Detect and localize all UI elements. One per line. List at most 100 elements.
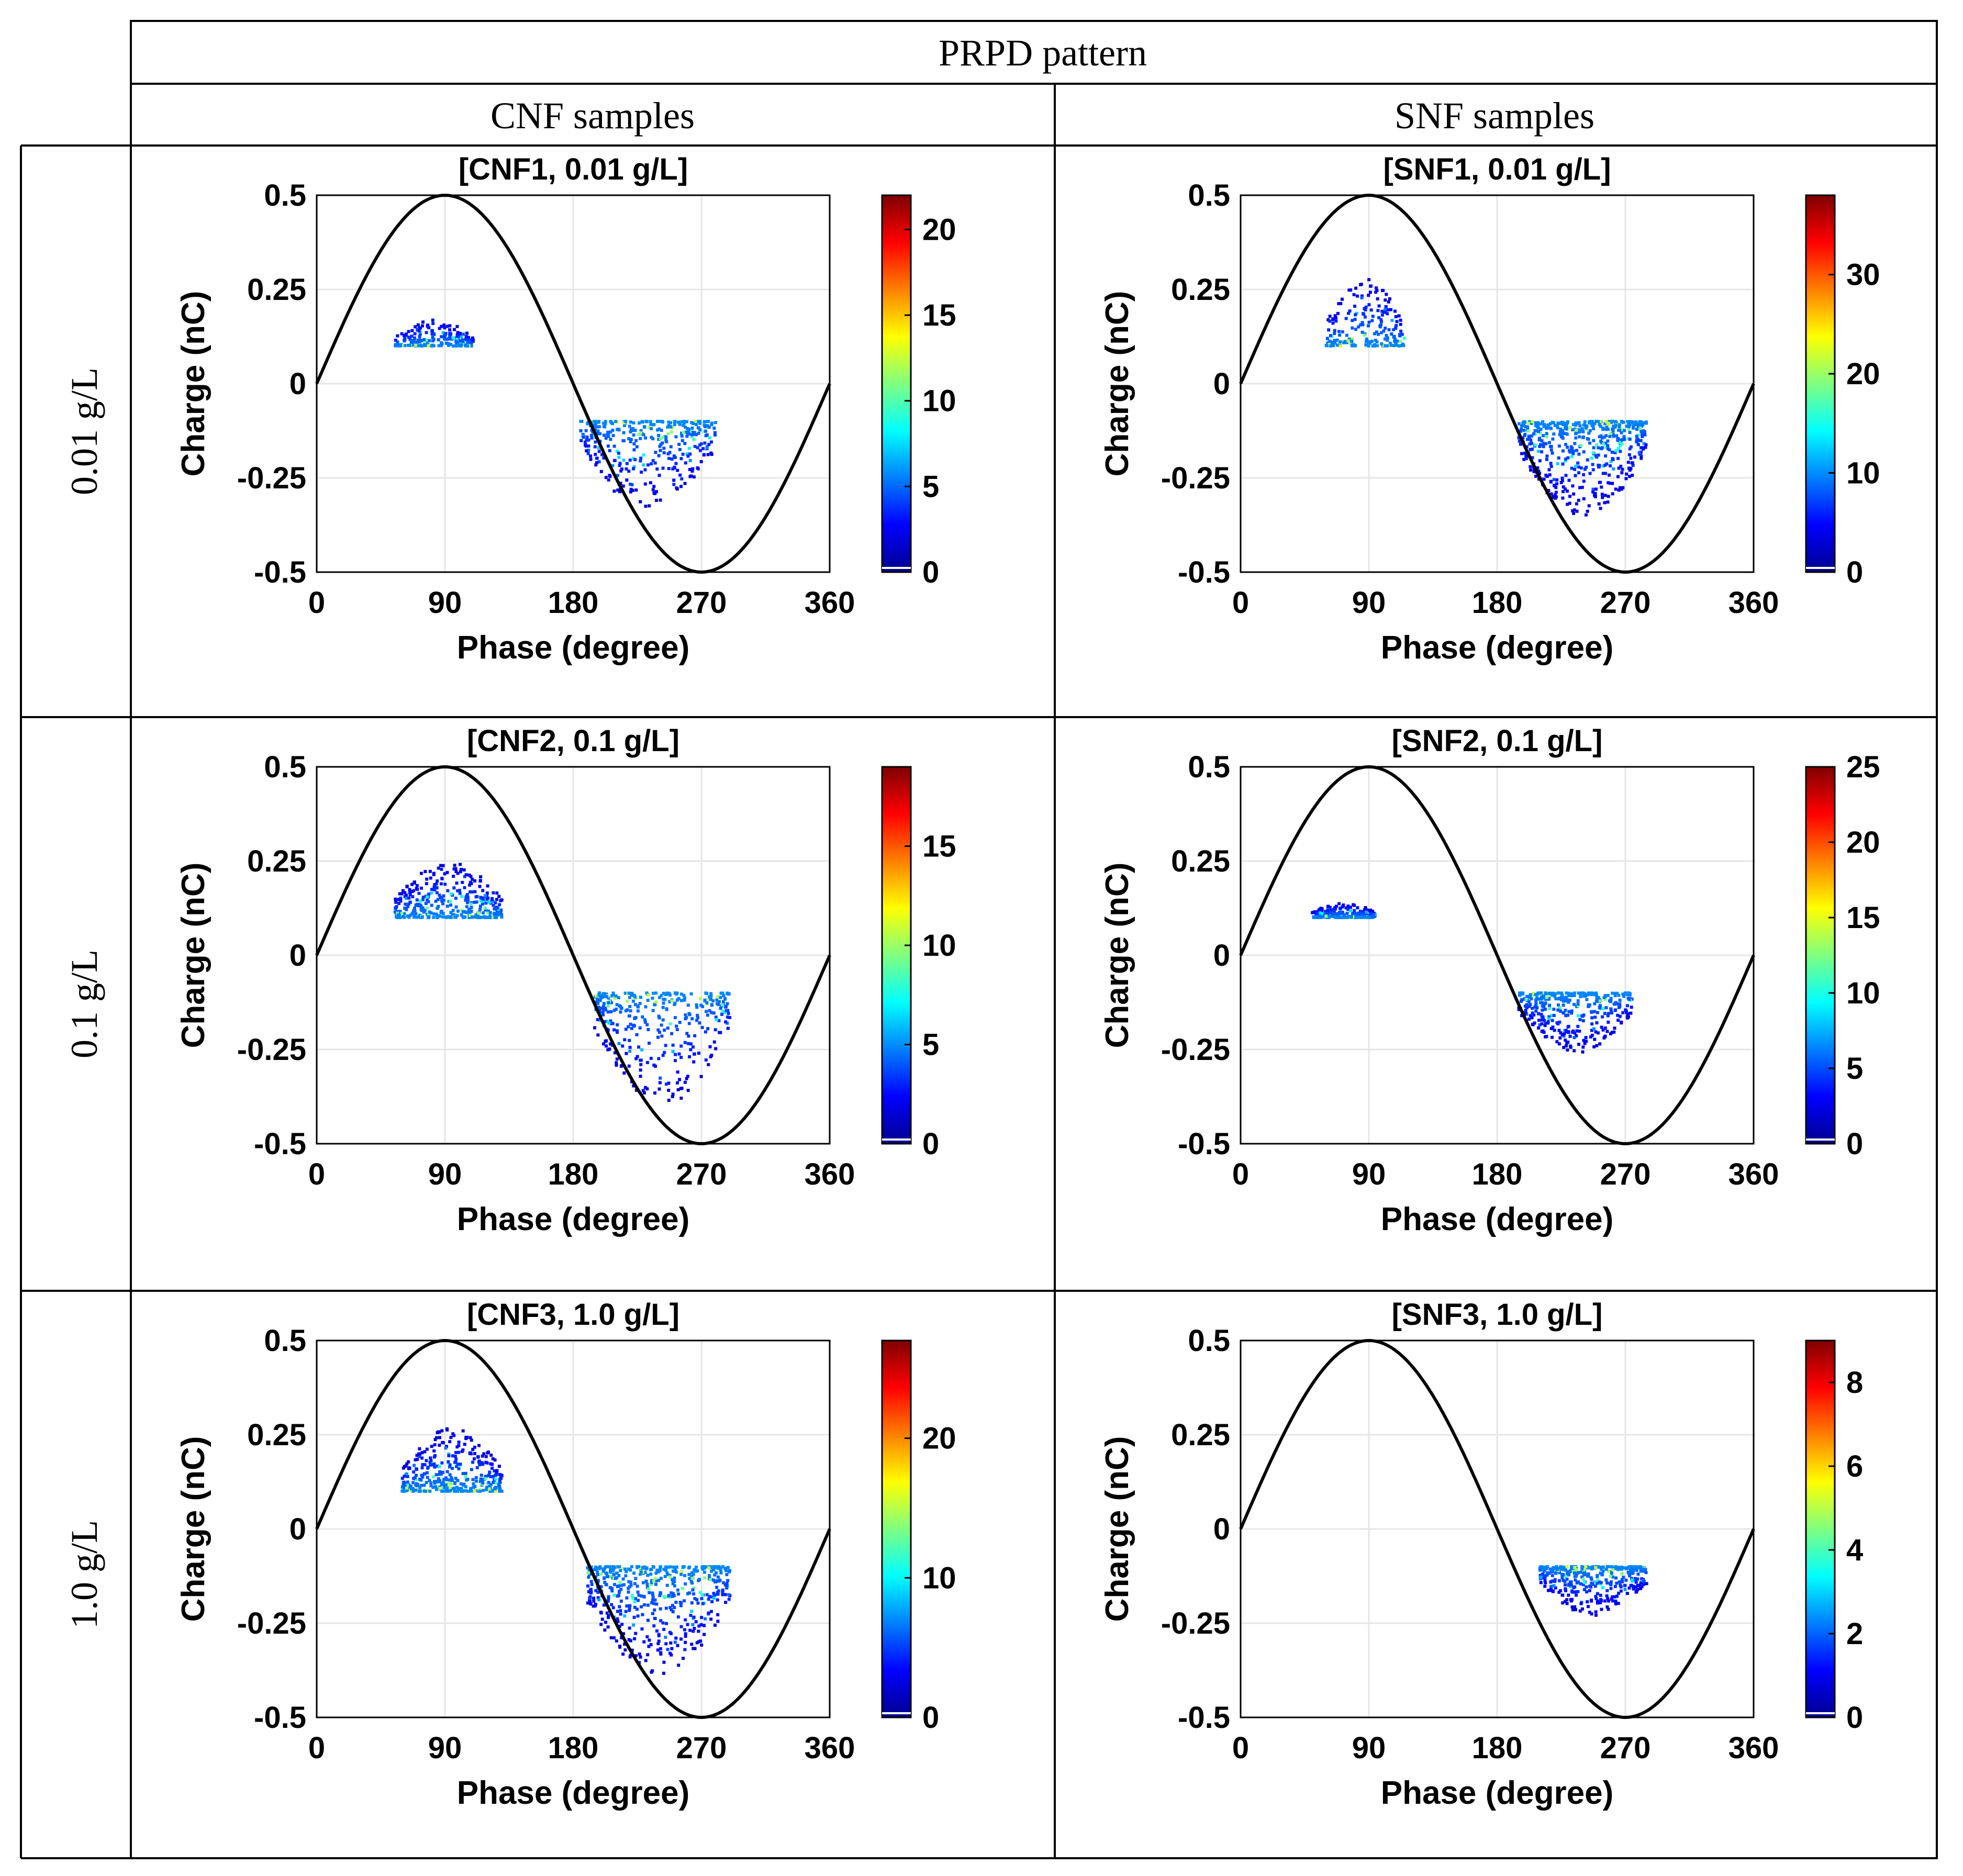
colorbar: [881, 1339, 912, 1718]
scatter-point: [1626, 461, 1630, 464]
scatter-point: [587, 1590, 590, 1593]
scatter-point: [607, 431, 610, 435]
scatter-point: [701, 1593, 705, 1597]
scatter-point: [659, 1076, 662, 1080]
scatter-point: [1522, 428, 1526, 432]
scatter-point: [495, 1469, 499, 1472]
scatter-point: [1616, 1602, 1620, 1605]
scatter-point: [643, 468, 647, 472]
scatter-point: [1388, 341, 1392, 345]
scatter-point: [1566, 445, 1569, 449]
scatter-point: [658, 1031, 662, 1034]
scatter-point: [1601, 1028, 1605, 1032]
scatter-point: [412, 339, 416, 343]
scatter-point: [460, 895, 464, 898]
scatter-point: [1580, 1607, 1584, 1611]
scatter-point: [1544, 442, 1548, 445]
scatter-point: [620, 1583, 623, 1587]
scatter-point: [676, 1588, 679, 1592]
scatter-point: [481, 1462, 485, 1466]
scatter-point: [664, 1044, 667, 1047]
scatter-point: [1598, 1006, 1602, 1010]
y-tick-label: -0.25: [237, 1606, 306, 1640]
scatter-point: [1538, 459, 1542, 463]
scatter-point: [646, 1618, 650, 1622]
scatter-point: [695, 433, 698, 437]
scatter-point: [464, 343, 467, 347]
scatter-point: [1617, 466, 1621, 470]
scatter-point: [609, 1019, 612, 1023]
scatter-point: [1620, 431, 1623, 434]
scatter-point: [616, 474, 619, 477]
scatter-point: [701, 1005, 705, 1009]
scatter-point: [1616, 1568, 1620, 1571]
x-tick-label: 180: [548, 586, 599, 620]
scatter-point: [1621, 1011, 1625, 1014]
scatter-point: [609, 1574, 613, 1578]
scatter-point: [589, 433, 593, 437]
plot-area-frame: [316, 766, 831, 1145]
scatter-point: [1336, 311, 1340, 315]
scatter-point: [716, 995, 719, 999]
scatter-point: [629, 1639, 632, 1643]
scatter-point: [608, 1565, 612, 1569]
scatter-point: [1617, 488, 1621, 492]
scatter-point: [1542, 477, 1546, 481]
scatter-point: [1570, 455, 1574, 459]
scatter-point: [1386, 338, 1389, 342]
scatter-point: [671, 1610, 675, 1614]
scatter-point: [451, 336, 455, 340]
scatter-point: [596, 1018, 599, 1021]
scatter-point: [597, 1006, 600, 1009]
scatter-point: [599, 1623, 603, 1626]
scatter-point: [619, 1612, 622, 1616]
scatter-point: [1544, 1001, 1547, 1005]
scatter-point: [652, 423, 656, 427]
scatter-point: [435, 891, 439, 895]
scatter-point: [631, 1596, 634, 1600]
x-axis-label: Phase (degree): [1381, 1201, 1614, 1237]
scatter-point: [400, 1477, 404, 1480]
scatter-point: [682, 420, 686, 423]
scatter-point: [1540, 1022, 1544, 1025]
scatter-point: [1601, 1566, 1605, 1569]
scatter-point: [1612, 425, 1615, 428]
scatter-point: [1599, 1567, 1603, 1571]
scatter-point: [697, 431, 700, 435]
scatter-point: [442, 1486, 446, 1489]
scatter-point: [448, 328, 452, 332]
scatter-point: [460, 913, 463, 917]
scatter-point: [1368, 291, 1372, 294]
scatter-point: [607, 1616, 610, 1620]
scatter-point: [469, 1487, 473, 1490]
scatter-point: [418, 1489, 422, 1493]
scatter-point: [1529, 993, 1532, 997]
scatter-point: [1539, 422, 1543, 426]
scatter-point: [1557, 456, 1560, 460]
scatter-point: [1582, 450, 1586, 454]
scatter-point: [469, 875, 473, 878]
scatter-point: [642, 1595, 646, 1599]
scatter-point: [643, 1571, 647, 1574]
scatter-point: [697, 420, 700, 423]
scatter-point: [418, 1486, 422, 1489]
scatter-point: [427, 326, 431, 330]
scatter-point: [615, 1003, 619, 1007]
scatter-point: [1533, 1021, 1536, 1025]
x-tick-label: 360: [805, 1731, 855, 1765]
scatter-point: [410, 334, 414, 338]
scatter-point: [602, 1002, 606, 1006]
scatter-point: [1554, 992, 1557, 996]
scatter-point: [1339, 302, 1343, 305]
scatter-point: [403, 891, 407, 895]
scatter-point: [698, 1021, 701, 1025]
scatter-point: [1312, 911, 1315, 914]
scatter-point: [626, 999, 629, 1003]
scatter-point: [451, 1454, 454, 1458]
scatter-point: [619, 1599, 623, 1603]
scatter-point: [1383, 337, 1387, 341]
scatter-point: [618, 490, 621, 494]
scatter-point: [1644, 443, 1648, 446]
x-axis-label: Phase (degree): [457, 630, 690, 666]
scatter-point: [1331, 321, 1335, 325]
